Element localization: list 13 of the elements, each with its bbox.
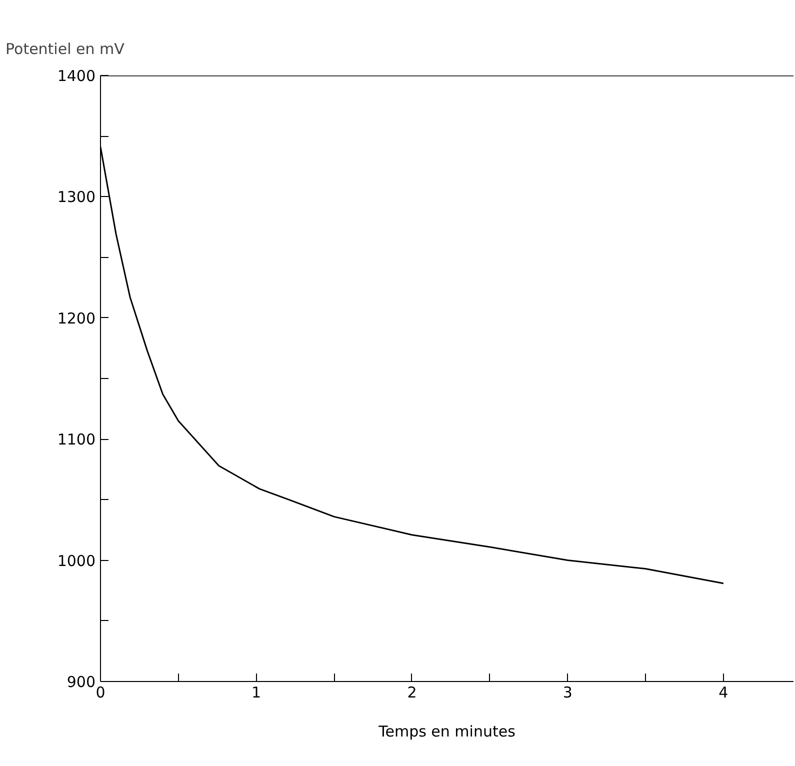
x-tick-label: 3: [562, 684, 572, 702]
y-tick-label: 1200: [57, 309, 96, 328]
x-tick-label: 1: [251, 684, 262, 702]
y-tick-label: 1400: [57, 67, 96, 85]
y-tick-label: 900: [66, 673, 96, 691]
x-tick-label: 2: [407, 684, 417, 702]
x-tick-label: 0: [96, 684, 106, 702]
y-tick-label: 1100: [57, 430, 96, 449]
x-tick-label: 4: [718, 684, 728, 702]
y-tick-label: 1300: [57, 188, 96, 206]
y-tick-label: 1000: [57, 552, 96, 570]
y-axis-title: Potentiel en mV: [6, 40, 126, 58]
x-axis-title: Temps en minutes: [378, 722, 516, 740]
